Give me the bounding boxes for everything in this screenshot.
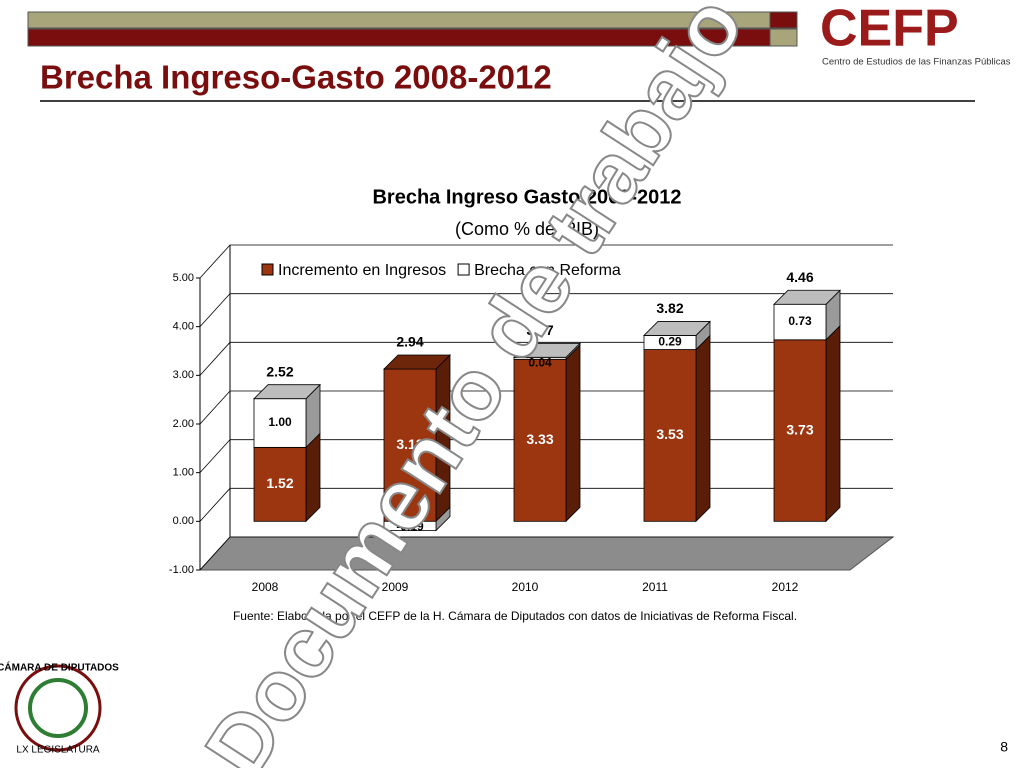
legend-swatch (457, 263, 470, 276)
legend-label: Incremento en Ingresos (278, 262, 446, 279)
header-square (769, 28, 798, 47)
total-label: 4.46 (786, 269, 813, 285)
value-label: 0.29 (658, 335, 682, 349)
header-square (769, 11, 798, 29)
total-label: 3.37 (526, 322, 553, 338)
page-number: 8 (1000, 739, 1008, 755)
chart: Brecha Ingreso Gasto 2008-2012 (Como % de… (169, 186, 895, 623)
value-label: 3.13 (396, 436, 423, 452)
grid-line (199, 244, 893, 279)
total-label: 2.52 (266, 363, 293, 379)
grid-line (199, 293, 893, 327)
logo-ring (14, 664, 102, 752)
legend-swatch (261, 263, 274, 276)
total-label: 3.82 (656, 300, 683, 316)
bar-side (695, 334, 711, 523)
bar-segment (773, 339, 827, 522)
logo-line2: LX LEGISLATURA (16, 745, 100, 756)
value-label: 3.33 (526, 431, 553, 447)
bar-segment (383, 520, 437, 531)
footer-logo: CÁMARA DE DIPUTADOS LX LEGISLATURA (0, 661, 119, 756)
x-tick-label: 2012 (772, 580, 799, 594)
bar-top (773, 289, 841, 305)
y-tick-label: 1.00 (173, 467, 194, 479)
slide-title: Brecha Ingreso-Gasto 2008-2012 (40, 59, 552, 96)
x-tick-label: 2009 (382, 580, 409, 594)
legend-label: Brecha con Reforma (474, 262, 621, 279)
x-tick-label: 2011 (642, 580, 668, 594)
bar-top (253, 384, 321, 400)
grid-line (199, 536, 893, 571)
value-label: 1.52 (266, 475, 293, 491)
total-label: 2.94 (396, 334, 423, 350)
bar-segment (513, 358, 567, 522)
bar-top (643, 321, 711, 336)
bar-segment (253, 398, 307, 448)
bar-top (383, 354, 451, 370)
source: Fuente: Elaborada por el CEFP de la H. C… (233, 609, 797, 623)
y-tick-label: 0.00 (173, 515, 194, 527)
logo-ring (28, 678, 88, 738)
value-label: -0.19 (396, 520, 424, 534)
bar-segment (253, 446, 307, 522)
value-label: 0.04 (528, 355, 552, 369)
value-label: 3.53 (656, 426, 683, 442)
value-label: 0.73 (788, 314, 812, 328)
y-tick-label: 3.00 (173, 369, 194, 381)
y-tick-label: 2.00 (173, 418, 194, 430)
bar-segment (383, 368, 437, 522)
bar-segment (643, 349, 697, 522)
logo-subtitle: Centro de Estudios de las Finanzas Públi… (822, 57, 1011, 68)
value-label: 1.00 (268, 415, 292, 429)
y-tick-label: 4.00 (173, 321, 194, 333)
bar-side (565, 344, 581, 523)
x-tick-label: 2008 (252, 580, 279, 594)
y-tick-label: 5.00 (173, 272, 194, 284)
chart-subtitle: (Como % del PIB) (455, 219, 599, 239)
chart-title: Brecha Ingreso Gasto 2008-2012 (372, 186, 681, 208)
bar-side (825, 324, 841, 523)
logo-line1: CÁMARA DE DIPUTADOS (0, 661, 119, 674)
value-label: 3.73 (786, 421, 813, 437)
bar-top (513, 342, 581, 358)
bar-side (305, 432, 321, 523)
y-tick-label: -1.00 (169, 564, 194, 576)
logo-name: CEFP (820, 0, 959, 58)
x-tick-label: 2010 (512, 580, 539, 594)
